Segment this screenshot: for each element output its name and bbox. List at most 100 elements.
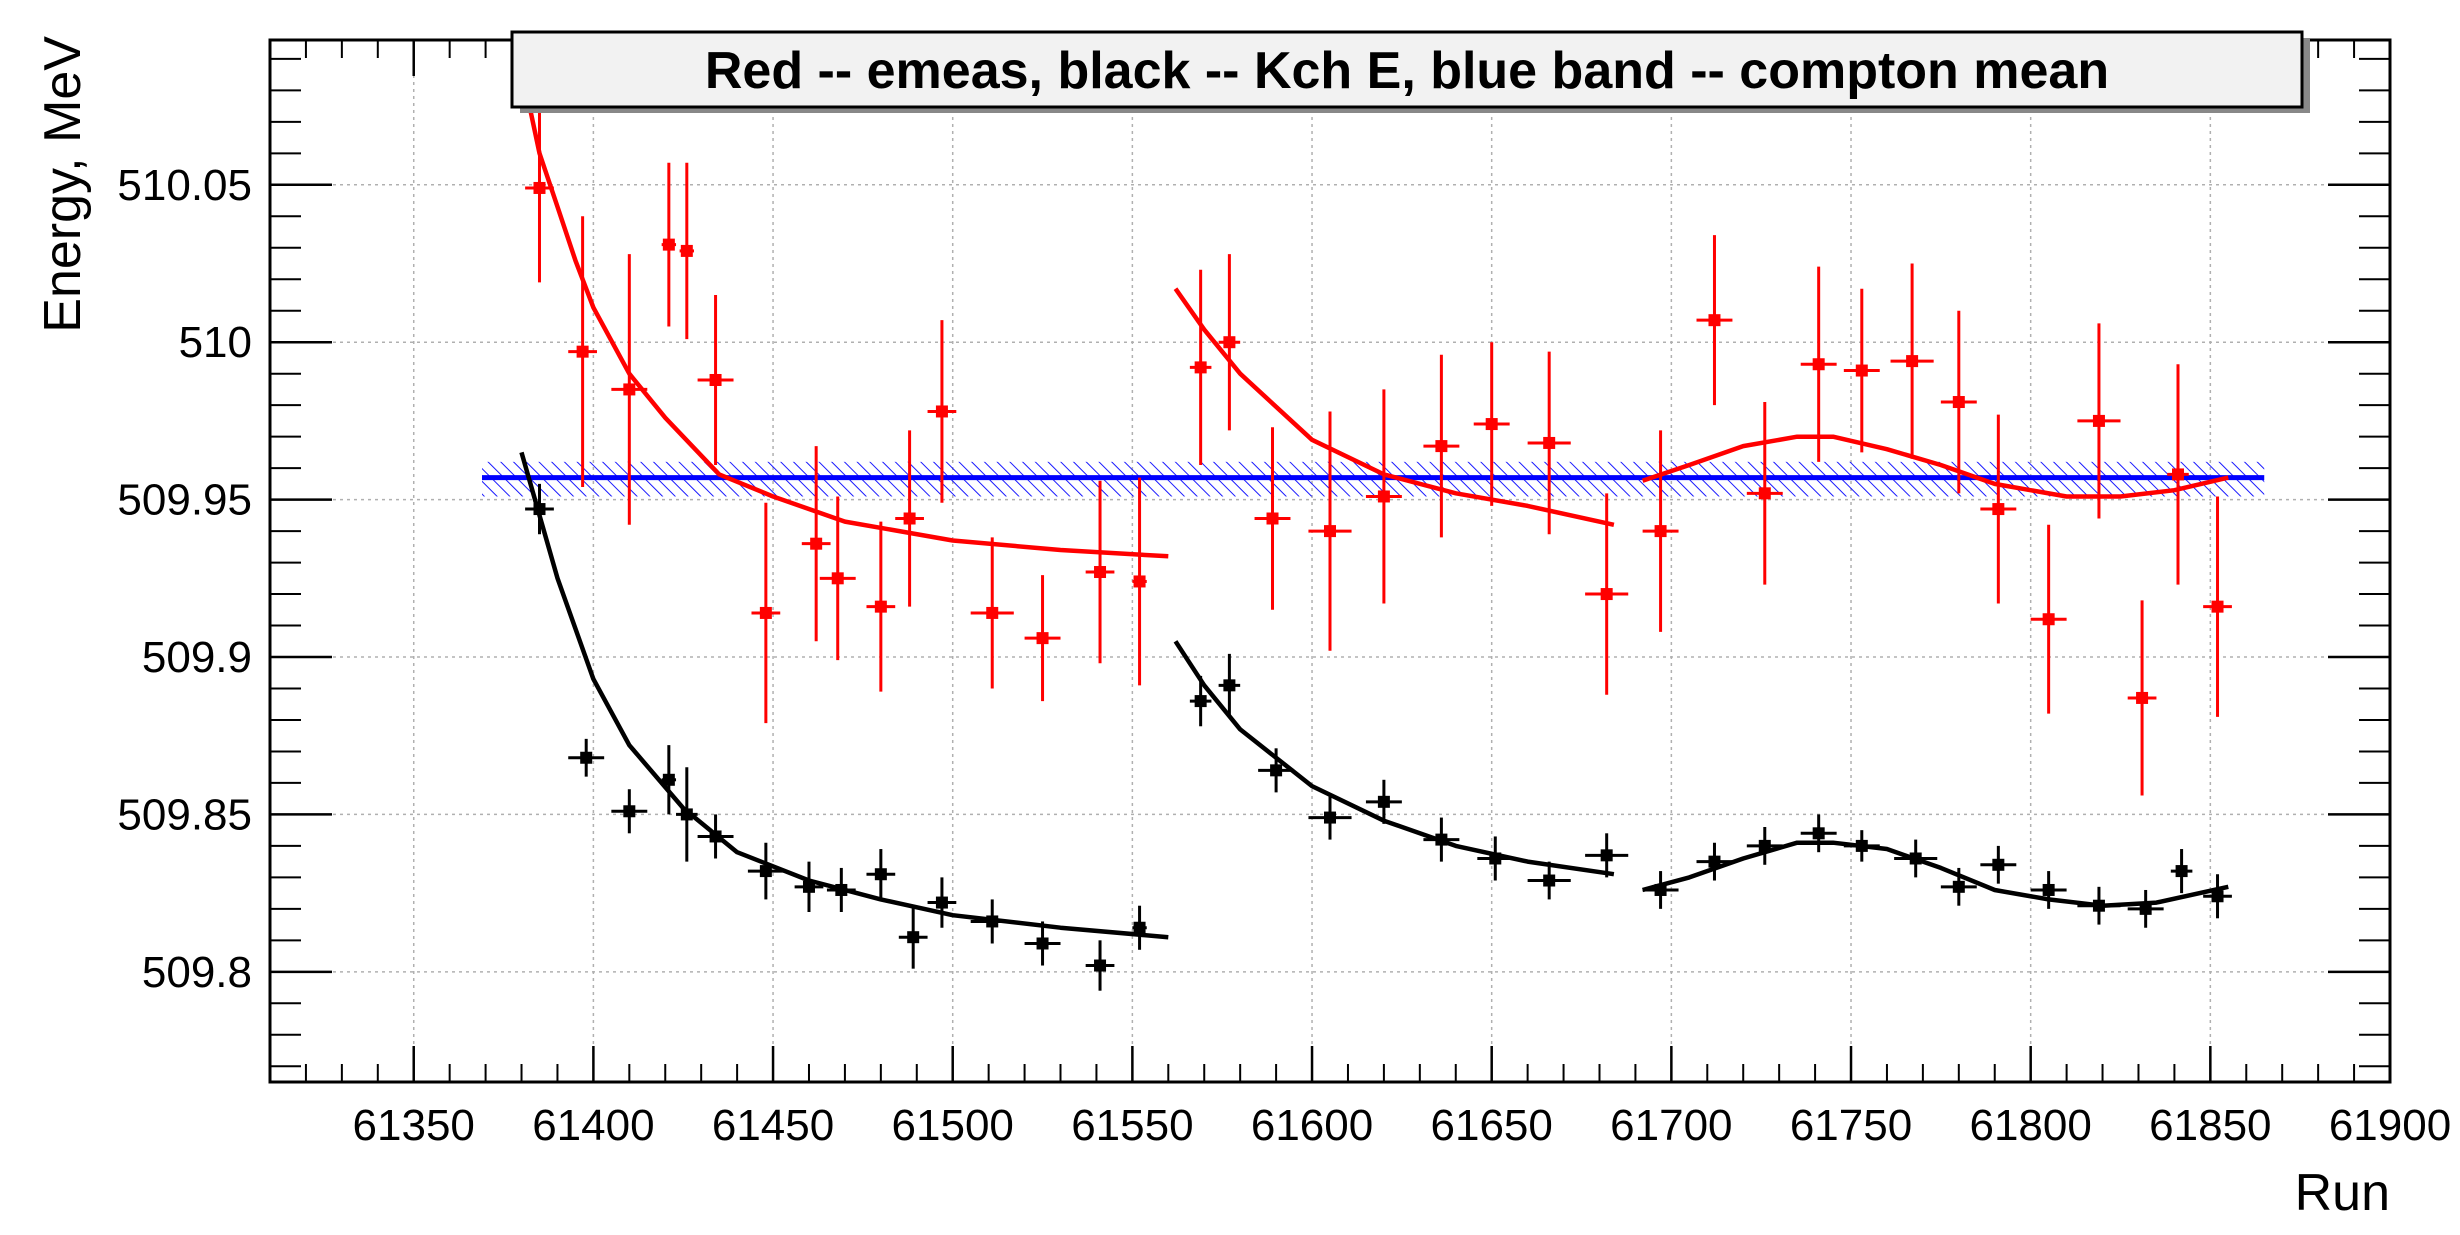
kch-marker xyxy=(802,880,815,893)
kch-marker xyxy=(2092,899,2105,912)
kch-marker xyxy=(1133,921,1146,934)
emeas-marker xyxy=(1812,358,1825,371)
emeas-marker xyxy=(831,572,844,585)
kch-point xyxy=(568,738,605,777)
kch-marker xyxy=(1909,852,1922,865)
emeas-marker xyxy=(1600,588,1613,601)
title-box-frame xyxy=(510,30,2304,109)
emeas-point xyxy=(2077,323,2121,519)
kch-marker xyxy=(1992,858,2005,871)
emeas-marker xyxy=(1708,314,1721,327)
emeas-point xyxy=(927,320,957,503)
title-box: Red -- emeas, black -- Kch E, blue band … xyxy=(510,30,2310,113)
emeas-point xyxy=(1800,266,1837,462)
tick-labels: 61350 61400 61450 61500 61550 61600 61650 61700… xyxy=(117,161,2451,1150)
emeas-point xyxy=(1132,477,1147,686)
kch-marker xyxy=(2175,865,2188,878)
kch-marker xyxy=(1758,839,1771,852)
kch-point xyxy=(611,789,648,834)
emeas-marker xyxy=(1223,336,1236,349)
emeas-point xyxy=(1527,351,1571,535)
emeas-point xyxy=(1746,402,1783,585)
kch-marker xyxy=(1377,795,1390,808)
kch-point xyxy=(1258,748,1295,793)
kch-fit-curve xyxy=(519,451,1169,940)
x-tick-label: 61850 xyxy=(2149,1101,2271,1150)
emeas-point xyxy=(1189,269,1212,465)
emeas-point xyxy=(1843,288,1880,453)
kch-marker xyxy=(986,915,999,928)
emeas-point xyxy=(661,162,677,327)
emeas-marker xyxy=(1654,525,1667,538)
kch-marker xyxy=(1812,827,1825,840)
kch-point xyxy=(1218,653,1241,717)
emeas-marker xyxy=(986,606,999,619)
emeas-point xyxy=(2167,364,2189,585)
chart-title: Red -- emeas, black -- Kch E, blue band … xyxy=(705,42,2109,100)
kch-marker xyxy=(1489,852,1502,865)
kch-marker xyxy=(1708,855,1721,868)
kch-marker xyxy=(2139,902,2152,915)
emeas-point xyxy=(819,496,856,661)
emeas-marker xyxy=(576,345,589,358)
emeas-marker xyxy=(1377,490,1390,503)
kch-point xyxy=(1696,842,1733,881)
y-tick-label: 509.85 xyxy=(117,790,252,839)
kch-point xyxy=(970,899,1014,944)
x-tick-label: 61800 xyxy=(1969,1101,2091,1150)
emeas-marker xyxy=(759,606,772,619)
emeas-point xyxy=(1642,430,1679,632)
emeas-marker xyxy=(1952,396,1965,409)
emeas-fit-curve xyxy=(519,67,1169,559)
emeas-marker xyxy=(2136,691,2149,704)
kch-point xyxy=(1189,675,1212,727)
x-axis-title: Run xyxy=(2295,1164,2390,1222)
kch-fit-curve xyxy=(1642,840,2229,908)
emeas-marker xyxy=(1906,355,1919,368)
kch-marker xyxy=(1952,880,1965,893)
emeas-marker xyxy=(623,383,636,396)
kch-point xyxy=(525,483,554,535)
emeas-marker xyxy=(2042,613,2055,626)
emeas-point xyxy=(970,537,1014,689)
emeas-point xyxy=(2127,600,2157,796)
kch-point xyxy=(1085,940,1115,991)
kch-marker xyxy=(623,805,636,818)
x-tick-label: 61700 xyxy=(1610,1101,1732,1150)
emeas-point xyxy=(1940,310,1977,494)
kch-point xyxy=(1980,845,2017,884)
emeas-point xyxy=(866,521,896,692)
kch-marker xyxy=(935,896,948,909)
emeas-fit-curve xyxy=(1173,287,1615,527)
emeas-marker xyxy=(1036,632,1049,645)
emeas-marker xyxy=(1094,566,1107,579)
emeas-point xyxy=(751,502,781,724)
emeas-point xyxy=(1980,414,2017,604)
kch-point xyxy=(866,849,896,900)
kch-marker xyxy=(1094,959,1107,972)
emeas-marker xyxy=(1194,361,1207,374)
kch-marker xyxy=(1855,839,1868,852)
kch-point xyxy=(661,745,677,815)
kch-point xyxy=(794,861,824,913)
emeas-marker xyxy=(1324,525,1336,538)
kch-fit-curve xyxy=(1173,640,1615,877)
data-points-layer xyxy=(525,93,2232,991)
kch-marker xyxy=(1270,764,1283,777)
y-tick-label: 509.8 xyxy=(142,948,252,997)
emeas-marker xyxy=(2211,600,2224,613)
emeas-marker xyxy=(2092,414,2105,427)
emeas-marker xyxy=(810,537,823,550)
kch-point xyxy=(676,767,698,862)
emeas-marker xyxy=(662,238,675,251)
kch-point xyxy=(2127,889,2164,928)
kch-point xyxy=(747,842,784,900)
emeas-marker xyxy=(2172,468,2184,481)
kch-marker xyxy=(759,865,772,878)
emeas-point xyxy=(679,162,694,340)
emeas-marker xyxy=(533,181,546,194)
y-axis-title: Energy, MeV xyxy=(34,36,92,333)
kch-point xyxy=(1843,830,1880,862)
kch-marker xyxy=(580,751,593,764)
kch-point xyxy=(1746,827,1783,865)
